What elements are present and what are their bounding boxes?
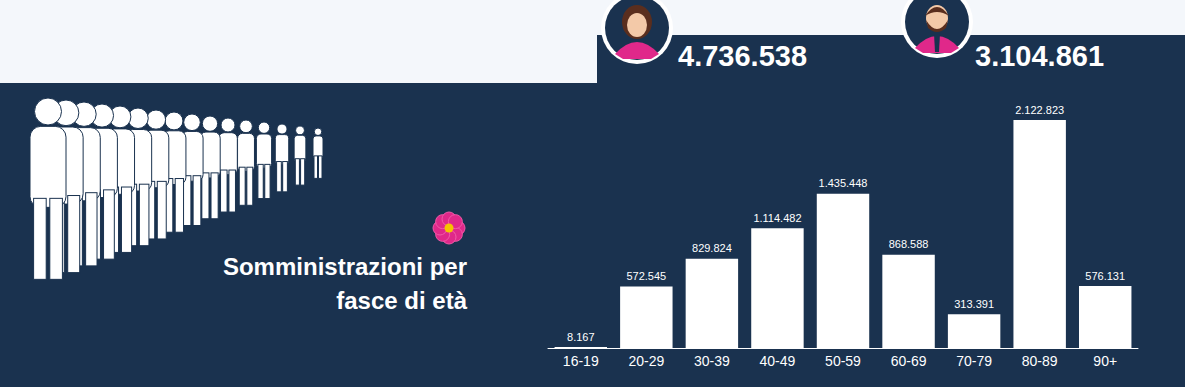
- svg-text:8.167: 8.167: [567, 331, 595, 343]
- svg-text:70-79: 70-79: [956, 353, 992, 369]
- svg-text:572.545: 572.545: [626, 270, 666, 282]
- svg-text:16-19: 16-19: [563, 353, 599, 369]
- html-text:Somministrazioni per fasce di: Somministrazioni per fasce di età: [223, 253, 467, 314]
- svg-text:80-89: 80-89: [1022, 353, 1058, 369]
- svg-text:50-59: 50-59: [825, 353, 861, 369]
- html-text:4.736.538: 4.736.538: [678, 40, 807, 72]
- svg-text:576.131: 576.131: [1085, 270, 1125, 282]
- svg-text:2.122.823: 2.122.823: [1015, 104, 1064, 116]
- svg-text:30-39: 30-39: [694, 353, 730, 369]
- svg-text:313.391: 313.391: [954, 298, 994, 310]
- svg-text:90+: 90+: [1093, 353, 1117, 369]
- svg-text:60-69: 60-69: [891, 353, 927, 369]
- svg-text:868.588: 868.588: [889, 238, 929, 250]
- svg-text:829.824: 829.824: [692, 242, 732, 254]
- svg-text:20-29: 20-29: [628, 353, 664, 369]
- svg-text:1.114.482: 1.114.482: [753, 212, 801, 224]
- html-text:3.104.861: 3.104.861: [975, 40, 1104, 72]
- svg-text:40-49: 40-49: [760, 353, 796, 369]
- svg-text:1.435.448: 1.435.448: [819, 177, 868, 189]
